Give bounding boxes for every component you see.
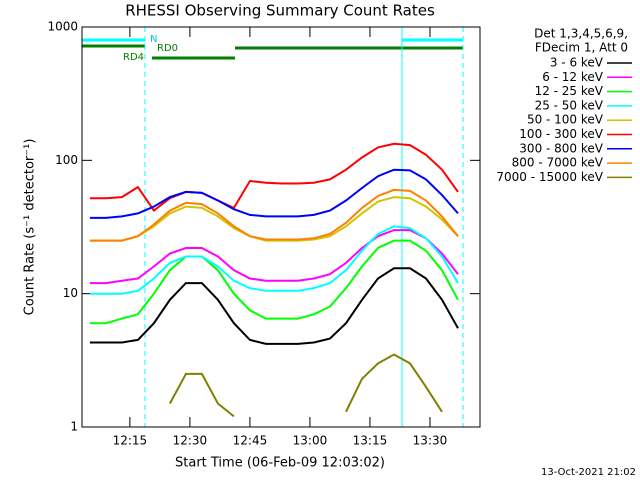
x-axis-label: Start Time (06-Feb-09 12:03:02) xyxy=(175,456,385,471)
series-line xyxy=(89,168,459,219)
series-line xyxy=(89,225,459,295)
y-tick-label: 100 xyxy=(55,153,78,167)
y-tick-label: 1 xyxy=(70,420,78,434)
x-tick-label: 12:45 xyxy=(233,434,268,448)
series-line xyxy=(89,239,459,325)
legend-header: Det 1,3,4,5,6,9, xyxy=(534,27,628,41)
annotation: RD4 xyxy=(123,52,144,63)
legend-label: 12 - 25 keV xyxy=(535,84,604,98)
legend-label: 25 - 50 keV xyxy=(535,98,604,112)
series-line xyxy=(89,267,459,345)
series-line xyxy=(169,353,443,418)
legend-label: 800 - 7000 keV xyxy=(512,156,604,170)
timestamp: 13-Oct-2021 21:02 xyxy=(541,467,636,478)
x-tick-label: 13:15 xyxy=(353,434,388,448)
legend-label: 6 - 12 keV xyxy=(542,70,604,84)
x-tick-label: 12:30 xyxy=(173,434,208,448)
series-line xyxy=(89,196,459,242)
series-line xyxy=(89,188,459,242)
annotation: RD0 xyxy=(157,43,178,54)
y-tick-label: 1000 xyxy=(47,20,78,34)
y-axis-label: Count Rate (s⁻¹ detector⁻¹) xyxy=(23,139,38,316)
chart-title: RHESSI Observing Summary Count Rates xyxy=(125,2,435,20)
legend-label: 100 - 300 keV xyxy=(519,127,603,141)
legend-header: FDecim 1, Att 0 xyxy=(535,41,628,55)
legend-label: 50 - 100 keV xyxy=(527,113,604,127)
legend-label: 300 - 800 keV xyxy=(519,141,603,155)
legend-label: 3 - 6 keV xyxy=(550,56,604,70)
annotation: N xyxy=(150,34,157,45)
x-tick-label: 12:15 xyxy=(113,434,148,448)
x-tick-label: 13:00 xyxy=(293,434,328,448)
x-tick-label: 13:30 xyxy=(413,434,448,448)
plot-frame xyxy=(81,26,481,428)
y-tick-label: 10 xyxy=(63,286,78,300)
flags xyxy=(82,27,464,427)
legend-label: 7000 - 15000 keV xyxy=(496,170,603,184)
series-line xyxy=(89,229,459,285)
